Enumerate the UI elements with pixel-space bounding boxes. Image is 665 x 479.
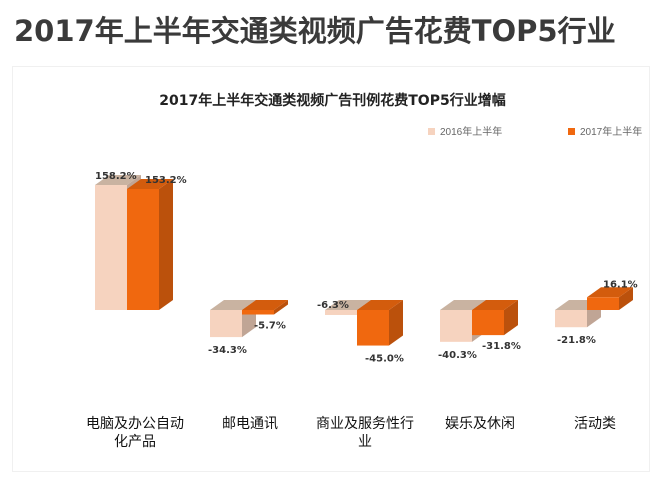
category-label-4: 娱乐及休闲 [445, 416, 515, 432]
data-label-4-1: -40.3% [438, 350, 477, 361]
bar-top-5-2 [587, 287, 633, 298]
category-label-1-line-2: 化产品 [114, 434, 156, 450]
bar-top-2-2 [242, 300, 288, 310]
bar-top-1-1 [95, 175, 141, 186]
bar-top-3-2 [357, 300, 403, 310]
data-label-1-2: 153.2% [145, 175, 187, 186]
data-label-3-1: -6.3% [317, 300, 349, 311]
bar-1-2 [127, 188, 159, 310]
legend-swatch-2 [568, 128, 575, 135]
category-label-1-line-1: 电脑及办公自动 [86, 416, 184, 432]
category-label-2: 邮电通讯 [222, 416, 278, 432]
bar-side-3-2 [389, 300, 403, 346]
bar-top-3-1 [325, 300, 371, 310]
data-label-3-2: -45.0% [365, 354, 404, 365]
bar-top-2-1 [210, 300, 256, 310]
legend-label-2: 2017年上半年 [580, 125, 642, 138]
chart-title: 2017年上半年交通类视频广告刊例花费TOP5行业增幅 [159, 93, 506, 109]
bar-top-1-2 [127, 178, 173, 189]
bar-side-1-2 [159, 178, 173, 310]
chart-frame [12, 66, 650, 472]
category-label-3-line-1: 商业及服务性行 [316, 416, 414, 432]
data-label-1-1: 158.2% [95, 171, 137, 182]
bar-1-1 [95, 185, 127, 310]
bar-5-2 [587, 297, 619, 310]
bar-4-2 [472, 310, 504, 336]
data-label-5-1: -21.8% [557, 335, 596, 346]
data-label-4-2: -31.8% [482, 341, 521, 352]
legend-label-1: 2016年上半年 [440, 125, 502, 138]
bar-side-5-2 [619, 287, 633, 310]
data-label-2-1: -34.3% [208, 345, 247, 356]
bar-2-2 [242, 310, 274, 315]
category-label-3-line-2: 业 [358, 434, 372, 450]
bar-side-2-2 [274, 300, 288, 315]
bar-top-4-2 [472, 300, 518, 310]
bar-2-1 [210, 310, 242, 338]
data-label-2-2: -5.7% [254, 321, 286, 332]
bar-3-1 [325, 310, 357, 315]
bar-4-1 [440, 310, 472, 342]
bar-3-2 [357, 310, 389, 346]
legend-swatch-1 [428, 128, 435, 135]
page-title: 2017年上半年交通类视频广告花费TOP5行业 [14, 14, 616, 48]
bar-top-4-1 [440, 300, 486, 310]
category-label-5: 活动类 [574, 416, 616, 432]
bar-5-1 [555, 310, 587, 328]
bar-side-4-2 [504, 300, 518, 336]
data-label-5-2: 16.1% [603, 279, 638, 290]
